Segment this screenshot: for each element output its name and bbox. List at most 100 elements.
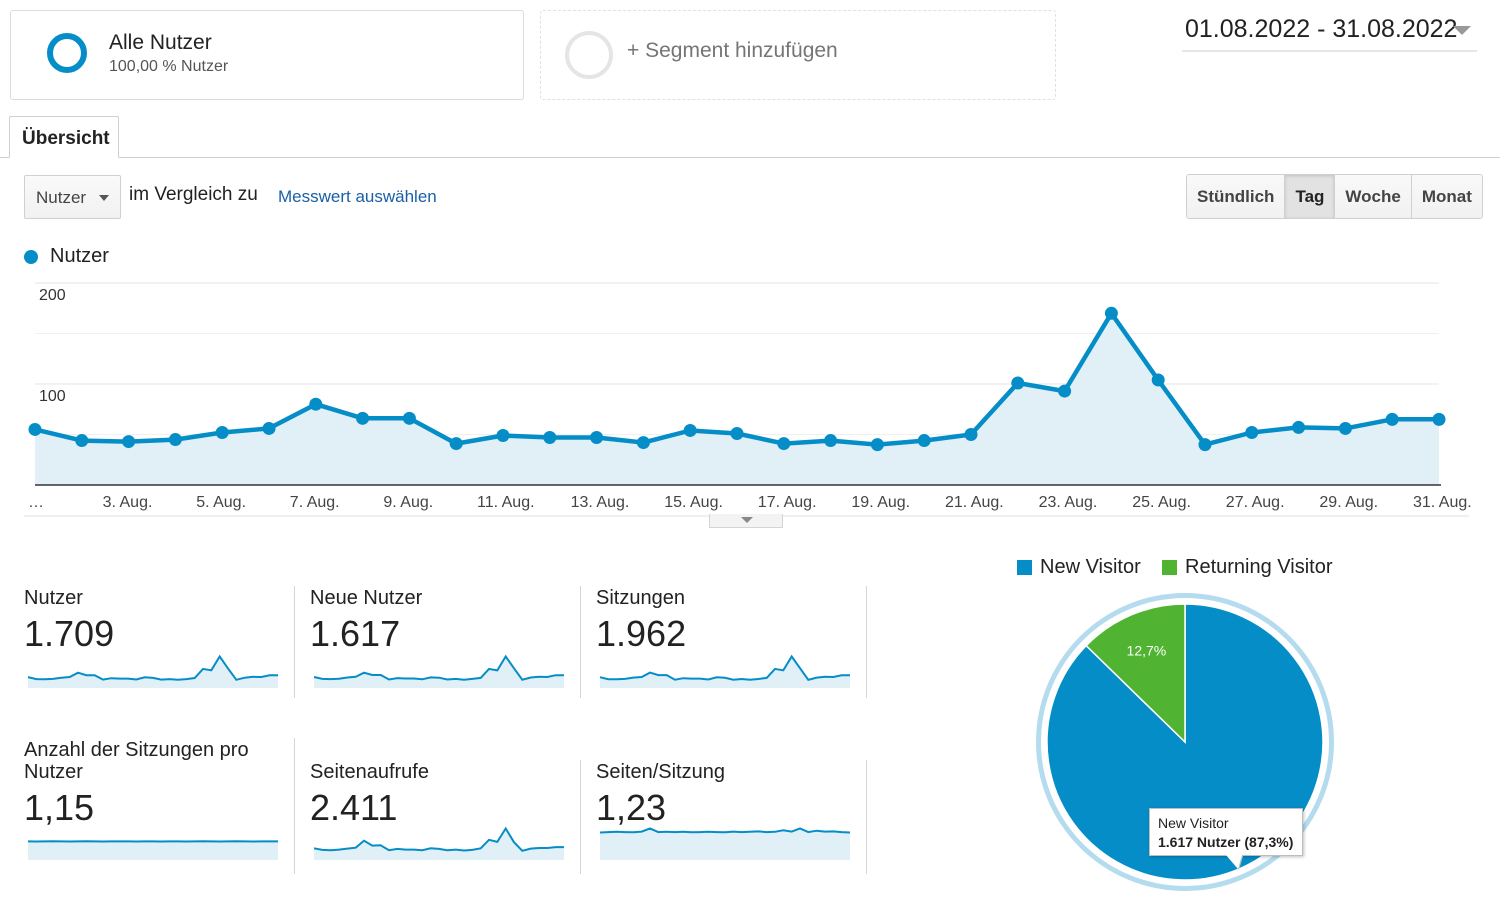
data-point[interactable] <box>543 431 557 445</box>
data-point[interactable] <box>1198 438 1212 452</box>
y-tick-label: 100 <box>39 388 66 405</box>
data-point[interactable] <box>496 429 510 443</box>
scorecard-value: 1.709 <box>24 613 115 654</box>
x-tick-label: 15. Aug. <box>664 494 723 511</box>
legend-dot-icon <box>24 250 38 264</box>
data-point[interactable] <box>1151 373 1165 387</box>
period-hourly-button[interactable]: Stündlich <box>1187 175 1286 218</box>
sparkline-area <box>600 828 850 860</box>
x-tick-label: 9. Aug. <box>383 494 433 511</box>
scorecard-value: 1.962 <box>596 613 687 654</box>
segment-subtitle: 100,00 % Nutzer <box>109 58 229 75</box>
scorecard-label: Anzahl der Sitzungen pro Nutzer <box>24 739 249 783</box>
data-point[interactable] <box>964 428 978 441</box>
tab-overview-label: Übersicht <box>22 128 110 149</box>
data-point[interactable] <box>262 421 276 435</box>
data-point[interactable] <box>1292 420 1306 434</box>
x-tick-label: 21. Aug. <box>945 494 1004 511</box>
x-tick-label: 11. Aug. <box>477 494 535 511</box>
data-point[interactable] <box>402 411 416 425</box>
period-week-button[interactable]: Woche <box>1335 175 1412 218</box>
scorecard-label: Seiten/Sitzung <box>596 761 725 783</box>
series-line-users <box>34 311 1439 447</box>
data-point[interactable] <box>1245 425 1259 439</box>
data-point[interactable] <box>168 433 182 447</box>
data-point[interactable] <box>683 423 697 437</box>
x-tick-label: 23. Aug. <box>1039 494 1098 511</box>
pie-slice-returning-visitor[interactable] <box>1085 603 1186 744</box>
x-tick-label: 29. Aug. <box>1319 494 1378 511</box>
data-point[interactable] <box>356 411 370 425</box>
tab-overview[interactable]: Übersicht <box>9 116 119 158</box>
segment-ring-icon <box>47 33 87 73</box>
period-button-group: Stündlich Tag Woche Monat <box>1186 174 1483 219</box>
date-range-picker[interactable]: 01.08.2022 - 31.08.2022 <box>1182 14 1477 52</box>
add-segment-card[interactable]: + Segment hinzufügen <box>540 10 1056 100</box>
date-range-text: 01.08.2022 - 31.08.2022 <box>1185 15 1458 43</box>
data-point[interactable] <box>1011 376 1025 390</box>
legend-new-visitor: New Visitor <box>1040 556 1141 578</box>
data-point[interactable] <box>1432 412 1446 426</box>
metric-dropdown-value: Nutzer <box>36 188 87 207</box>
period-day-button[interactable]: Tag <box>1285 175 1336 218</box>
legend-swatch-new-visitor <box>1017 560 1032 575</box>
scorecard-sparkline <box>27 840 278 860</box>
metric-dropdown[interactable]: Nutzer <box>24 175 121 219</box>
data-point[interactable] <box>215 425 229 439</box>
data-point[interactable] <box>122 435 136 449</box>
data-point[interactable] <box>777 437 791 451</box>
scorecard-value: 1.617 <box>310 613 401 654</box>
scorecard-label: Seitenaufrufe <box>310 761 429 783</box>
data-point[interactable] <box>870 438 884 452</box>
scorecard-sparkline <box>313 654 564 688</box>
pie-slice-label: 12,7% <box>1127 642 1167 658</box>
scorecard-divider <box>580 586 581 698</box>
data-point[interactable] <box>1385 412 1399 426</box>
segment-card-all-users[interactable]: Alle Nutzer 100,00 % Nutzer <box>10 10 524 100</box>
data-point[interactable] <box>1104 306 1118 320</box>
x-tick-label: 3. Aug. <box>103 494 153 511</box>
data-point[interactable] <box>75 434 89 448</box>
data-point[interactable] <box>730 426 744 440</box>
data-point[interactable] <box>449 437 463 451</box>
sparkline-area <box>28 841 278 860</box>
legend-swatch-returning-visitor <box>1162 560 1177 575</box>
sparkline-line <box>599 827 851 834</box>
data-point[interactable] <box>824 434 838 448</box>
x-tick-label: 17. Aug. <box>758 494 817 511</box>
data-point[interactable] <box>590 431 604 445</box>
scorecard-divider <box>294 738 295 874</box>
caret-down-icon <box>741 517 753 523</box>
data-point[interactable] <box>28 422 42 436</box>
scorecard-divider <box>866 586 867 698</box>
series-area <box>35 313 1439 485</box>
chevron-down-icon <box>1453 26 1471 35</box>
scorecard-label: Neue Nutzer <box>310 587 423 609</box>
scorecard-sparkline <box>599 827 851 860</box>
users-line-chart[interactable]: 200 100 … 3. Aug. 5. Aug. 7. Aug. 9. Aug. 11. A… <box>0 270 1480 520</box>
x-tick-label: 13. Aug. <box>571 494 630 511</box>
chart-collapse-toggle[interactable] <box>709 514 783 528</box>
legend-label-users: Nutzer <box>50 245 109 267</box>
pie-tooltip: New Visitor 1.617 Nutzer (87,3%) <box>1149 808 1303 856</box>
scorecard-sparkline <box>599 654 850 688</box>
x-tick-label: 5. Aug. <box>196 494 246 511</box>
period-month-button[interactable]: Monat <box>1411 175 1482 218</box>
sparkline-area <box>28 656 278 688</box>
tooltip-pointer <box>1226 855 1242 869</box>
x-tick-label: … <box>28 494 44 511</box>
select-metric-link[interactable]: Messwert auswählen <box>278 187 437 206</box>
x-tick-label: 25. Aug. <box>1132 494 1191 511</box>
scorecard-label: Sitzungen <box>596 587 685 609</box>
data-point[interactable] <box>1058 384 1072 398</box>
add-segment-label[interactable]: + Segment hinzufügen <box>627 39 838 62</box>
data-point[interactable] <box>917 434 931 448</box>
scorecard-divider <box>294 586 295 698</box>
sparkline-line <box>599 654 850 681</box>
data-point[interactable] <box>1338 421 1352 435</box>
sparkline-area <box>314 828 564 860</box>
data-point[interactable] <box>636 436 650 450</box>
data-point[interactable] <box>309 397 323 411</box>
sparkline-line <box>313 654 564 681</box>
x-tick-label: 19. Aug. <box>851 494 910 511</box>
